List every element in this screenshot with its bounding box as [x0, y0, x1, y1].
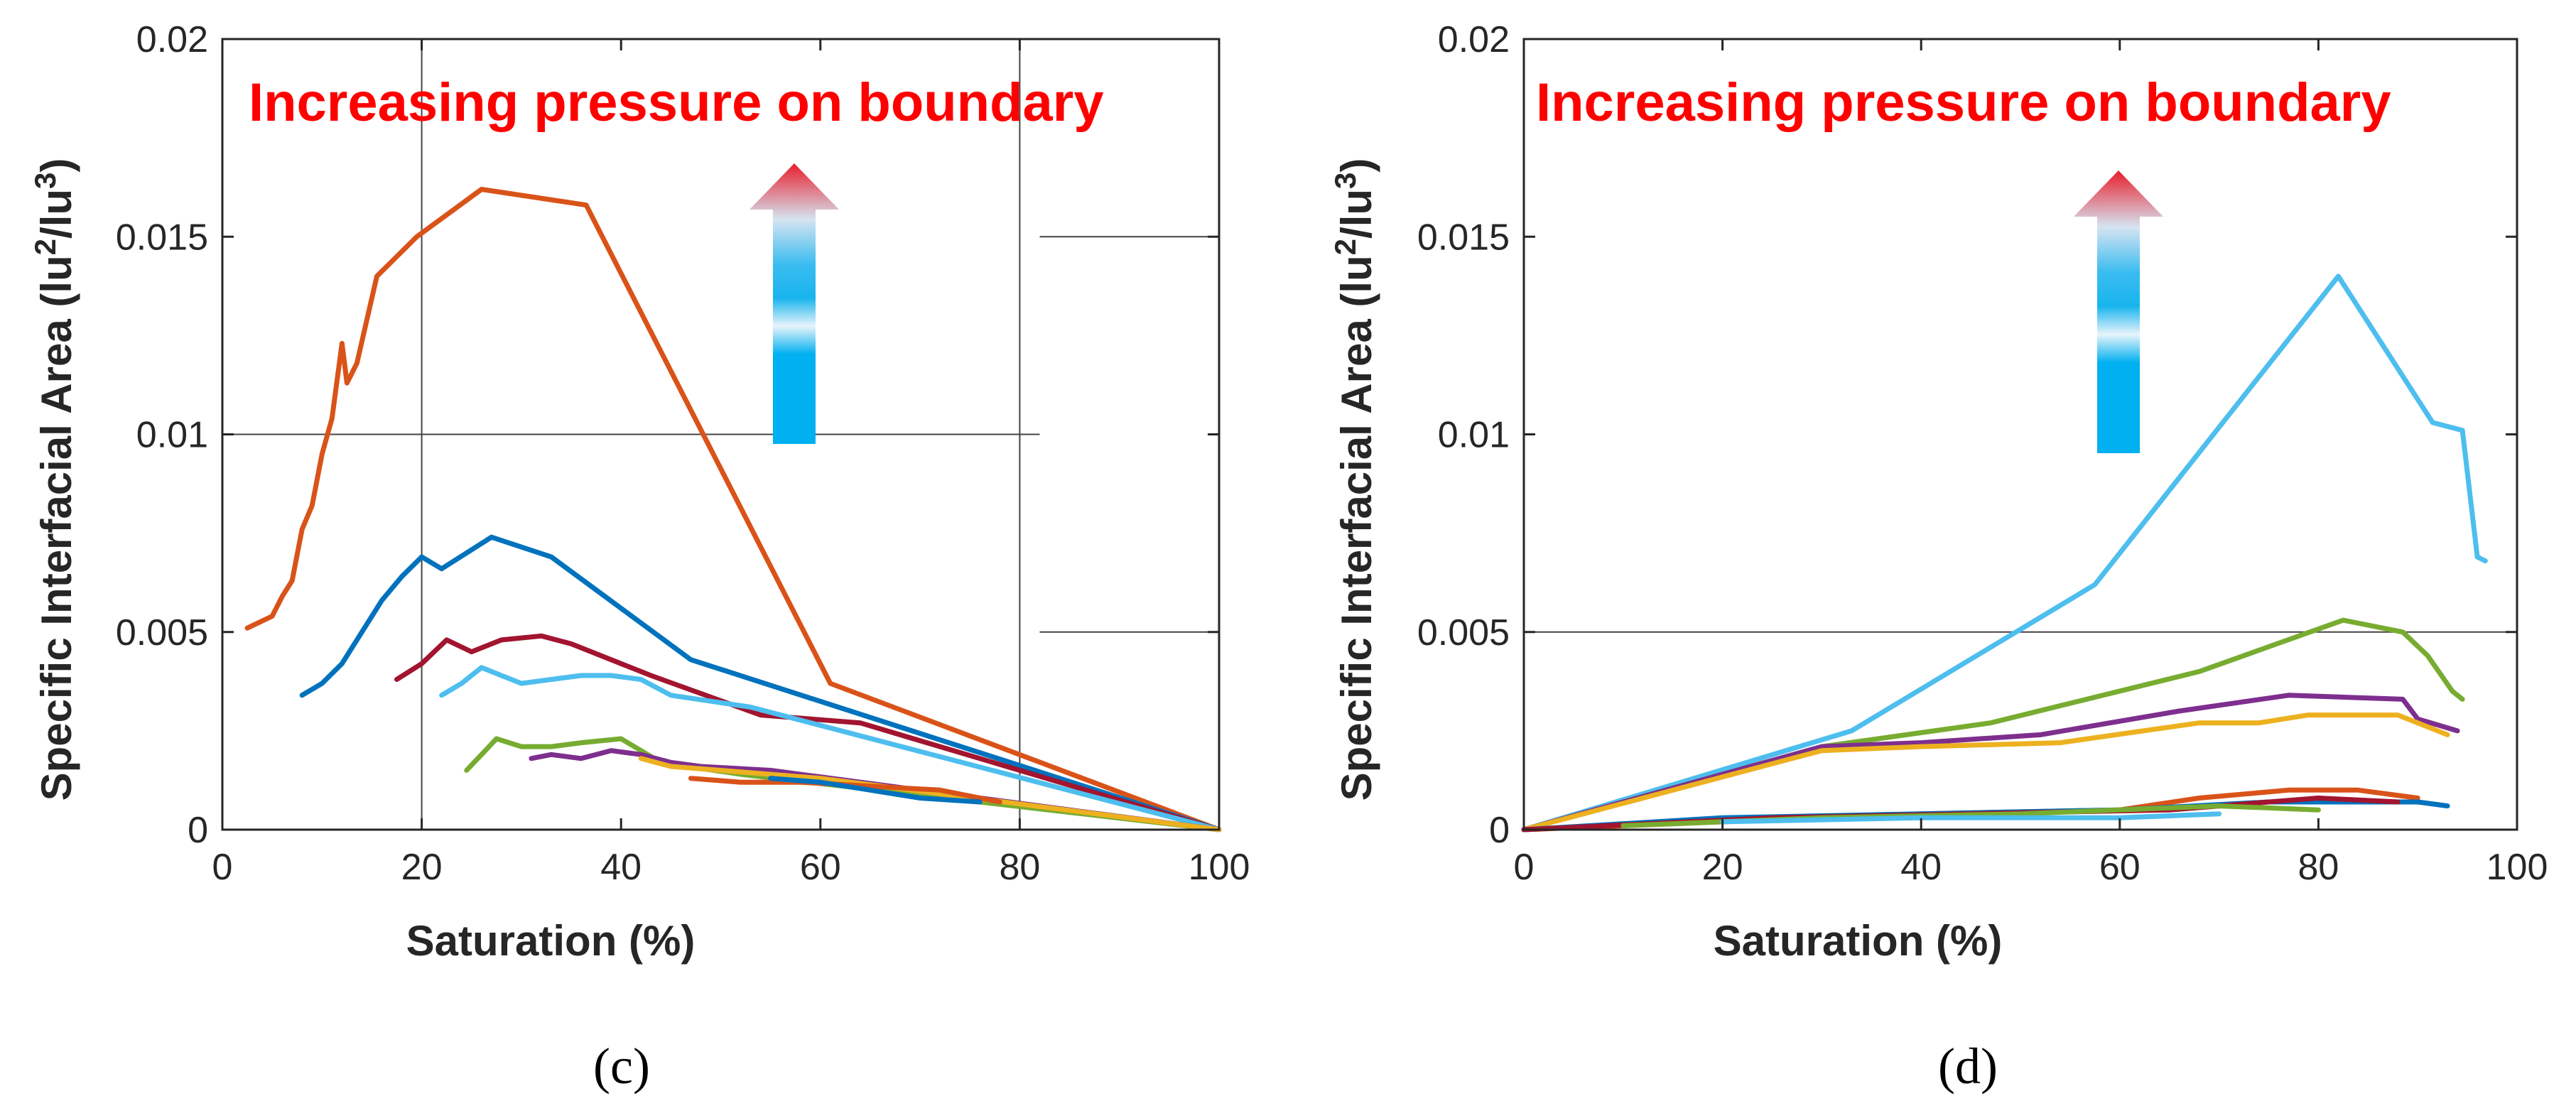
series-line-dark-red — [394, 633, 1222, 832]
panel-c-label: (c) — [593, 1038, 650, 1095]
x-tick-label: 0 — [1514, 847, 1535, 888]
x-tick-label: 80 — [999, 847, 1040, 888]
y-tick-label: 0.015 — [1417, 217, 1510, 258]
panel-c: 0 20 40 60 80 100 0 0.005 0.01 0.015 0.02 Saturati… — [28, 19, 1250, 1095]
series-line-light-blue — [1521, 273, 2488, 832]
panel-d-ticks — [1522, 38, 2518, 831]
y-tick-label: 0.02 — [1438, 19, 1510, 60]
panel-c-series — [244, 187, 1222, 832]
panel-c-annotation: Increasing pressure on boundary — [249, 72, 1104, 133]
x-tick-label: 100 — [2486, 847, 2548, 888]
x-tick-label: 20 — [1702, 847, 1743, 888]
panel-d-y-axis-title: Specific Interfacial Area (lu2/lu3) — [1328, 158, 1380, 801]
panel-c-x-axis-title: Saturation (%) — [406, 917, 696, 965]
y-tick-label: 0 — [1489, 810, 1510, 851]
panel-c-y-axis-title: Specific Interfacial Area (lu2/lu3) — [28, 158, 80, 801]
series-line-green — [1521, 617, 2465, 832]
panel-c-grid — [222, 39, 1219, 830]
y-tick-label: 0.01 — [136, 415, 208, 456]
series-line-blue-2 — [768, 776, 983, 805]
series-line-light-blue — [439, 665, 1222, 832]
series-line-yellow — [1521, 712, 2450, 832]
panel-d-series — [1521, 273, 2488, 832]
x-tick-label: 20 — [401, 847, 443, 888]
panel-d-pressure-arrow-icon — [2074, 170, 2163, 453]
panel-d-frame — [1522, 38, 2518, 831]
y-tick-label: 0.005 — [116, 612, 208, 653]
panel-c-ticks — [221, 38, 1221, 831]
x-tick-label: 40 — [600, 847, 642, 888]
x-tick-label: 100 — [1189, 847, 1250, 888]
x-tick-label: 60 — [2099, 847, 2141, 888]
x-tick-label: 80 — [2298, 847, 2339, 888]
panel-c-pressure-arrow-icon — [749, 163, 839, 444]
panel-d-annotation: Increasing pressure on boundary — [1536, 72, 2391, 133]
y-tick-label: 0.02 — [136, 19, 208, 60]
series-line-purple — [529, 748, 1222, 832]
x-tick-label: 40 — [1900, 847, 1942, 888]
series-line-blue — [299, 534, 1222, 832]
panel-d-tick-labels: 0 20 40 60 80 100 0 0.005 0.01 0.015 0.02 — [1417, 19, 2548, 888]
panel-c-tick-labels: 0 20 40 60 80 100 0 0.005 0.01 0.015 0.02 — [116, 19, 1250, 888]
plot-frame — [1522, 38, 2518, 831]
panel-d: 0 20 40 60 80 100 0 0.005 0.01 0.015 0.02 Saturati… — [1328, 19, 2548, 1095]
panel-d-x-axis-title: Saturation (%) — [1714, 917, 2003, 965]
x-tick-label: 60 — [800, 847, 841, 888]
y-tick-label: 0.01 — [1438, 415, 1510, 456]
series-line-yellow — [638, 756, 1222, 832]
series-line-orange — [244, 187, 1222, 832]
y-tick-label: 0 — [188, 810, 208, 851]
panel-d-label: (d) — [1938, 1038, 1998, 1095]
series-line-purple — [1521, 693, 2460, 832]
y-tick-label: 0.015 — [116, 217, 208, 258]
series-line-light-blue-2 — [1720, 811, 2222, 825]
y-tick-label: 0.005 — [1417, 612, 1510, 653]
x-tick-label: 0 — [212, 847, 233, 888]
